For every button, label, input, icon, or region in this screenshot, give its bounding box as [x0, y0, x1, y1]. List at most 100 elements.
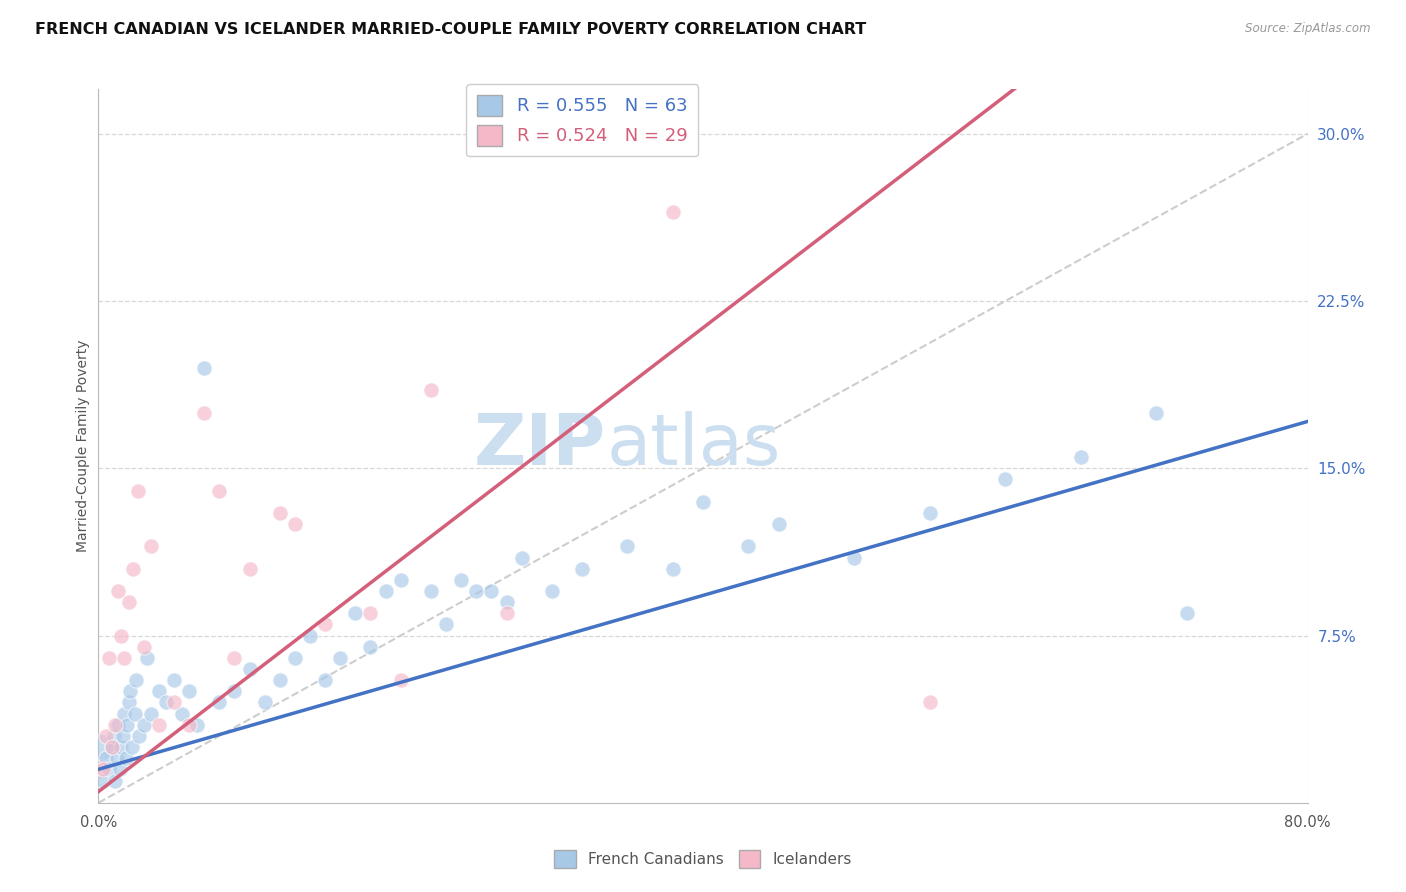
Point — [329, 651, 352, 665]
Point — [105, 751, 128, 765]
Point — [208, 483, 231, 498]
Point — [141, 539, 163, 553]
Point — [155, 696, 177, 710]
Point — [540, 583, 562, 598]
Point — [1070, 450, 1092, 464]
Point — [179, 717, 201, 731]
Point — [768, 516, 790, 531]
Point — [510, 550, 533, 565]
Point — [124, 706, 146, 721]
Point — [98, 762, 121, 776]
Point — [110, 740, 132, 755]
Point — [299, 628, 322, 642]
Point — [101, 740, 124, 755]
Point — [737, 539, 759, 553]
Point — [132, 640, 155, 654]
Point — [170, 706, 193, 721]
Point — [420, 583, 443, 598]
Point — [239, 562, 262, 576]
Point — [186, 717, 208, 731]
Point — [314, 617, 336, 632]
Point — [284, 516, 307, 531]
Point — [163, 673, 186, 687]
Point — [389, 673, 412, 687]
Point — [208, 696, 231, 710]
Point — [571, 562, 593, 576]
Point — [132, 717, 155, 731]
Point — [314, 673, 336, 687]
Point — [269, 673, 291, 687]
Point — [179, 684, 201, 698]
Point — [661, 562, 683, 576]
Point — [104, 773, 127, 788]
Point — [465, 583, 488, 598]
Point — [104, 717, 127, 731]
Point — [94, 729, 117, 743]
Point — [844, 550, 866, 565]
Point — [114, 751, 136, 765]
Point — [118, 696, 141, 710]
Legend: R = 0.555   N = 63, R = 0.524   N = 29: R = 0.555 N = 63, R = 0.524 N = 29 — [465, 84, 699, 156]
Point — [91, 773, 114, 788]
Point — [128, 729, 150, 743]
Point — [224, 651, 246, 665]
Point — [360, 607, 382, 621]
Point — [163, 696, 186, 710]
Point — [110, 628, 132, 642]
Legend: French Canadians, Icelanders: French Canadians, Icelanders — [548, 844, 858, 873]
Point — [91, 762, 114, 776]
Point — [434, 617, 457, 632]
Point — [1146, 405, 1168, 419]
Point — [450, 573, 472, 587]
Point — [98, 651, 121, 665]
Text: atlas: atlas — [606, 411, 780, 481]
Point — [495, 595, 517, 609]
Point — [121, 740, 143, 755]
Text: Source: ZipAtlas.com: Source: ZipAtlas.com — [1246, 22, 1371, 36]
Point — [94, 751, 117, 765]
Point — [374, 583, 396, 598]
Point — [918, 506, 941, 520]
Point — [115, 717, 138, 731]
Text: FRENCH CANADIAN VS ICELANDER MARRIED-COUPLE FAMILY POVERTY CORRELATION CHART: FRENCH CANADIAN VS ICELANDER MARRIED-COU… — [35, 22, 866, 37]
Point — [389, 573, 412, 587]
Text: ZIP: ZIP — [474, 411, 606, 481]
Point — [360, 640, 382, 654]
Point — [108, 762, 131, 776]
Point — [1175, 607, 1198, 621]
Point — [193, 405, 215, 419]
Point — [918, 696, 941, 710]
Point — [148, 717, 170, 731]
Point — [112, 706, 135, 721]
Y-axis label: Married-Couple Family Poverty: Married-Couple Family Poverty — [76, 340, 90, 552]
Point — [141, 706, 163, 721]
Point — [269, 506, 291, 520]
Point — [193, 360, 215, 375]
Point — [107, 583, 129, 598]
Point — [107, 717, 129, 731]
Point — [616, 539, 638, 553]
Point — [253, 696, 276, 710]
Point — [118, 595, 141, 609]
Point — [112, 651, 135, 665]
Point — [135, 651, 157, 665]
Point — [103, 729, 125, 743]
Point — [692, 494, 714, 508]
Point — [90, 740, 112, 755]
Point — [120, 684, 142, 698]
Point — [125, 673, 148, 687]
Point — [148, 684, 170, 698]
Point — [420, 384, 443, 398]
Point — [344, 607, 367, 621]
Point — [481, 583, 503, 598]
Point — [111, 729, 134, 743]
Point — [127, 483, 149, 498]
Point — [224, 684, 246, 698]
Point — [661, 204, 683, 219]
Point — [994, 472, 1017, 486]
Point — [90, 762, 112, 776]
Point — [122, 562, 145, 576]
Point — [239, 662, 262, 676]
Point — [495, 607, 517, 621]
Point — [101, 740, 124, 755]
